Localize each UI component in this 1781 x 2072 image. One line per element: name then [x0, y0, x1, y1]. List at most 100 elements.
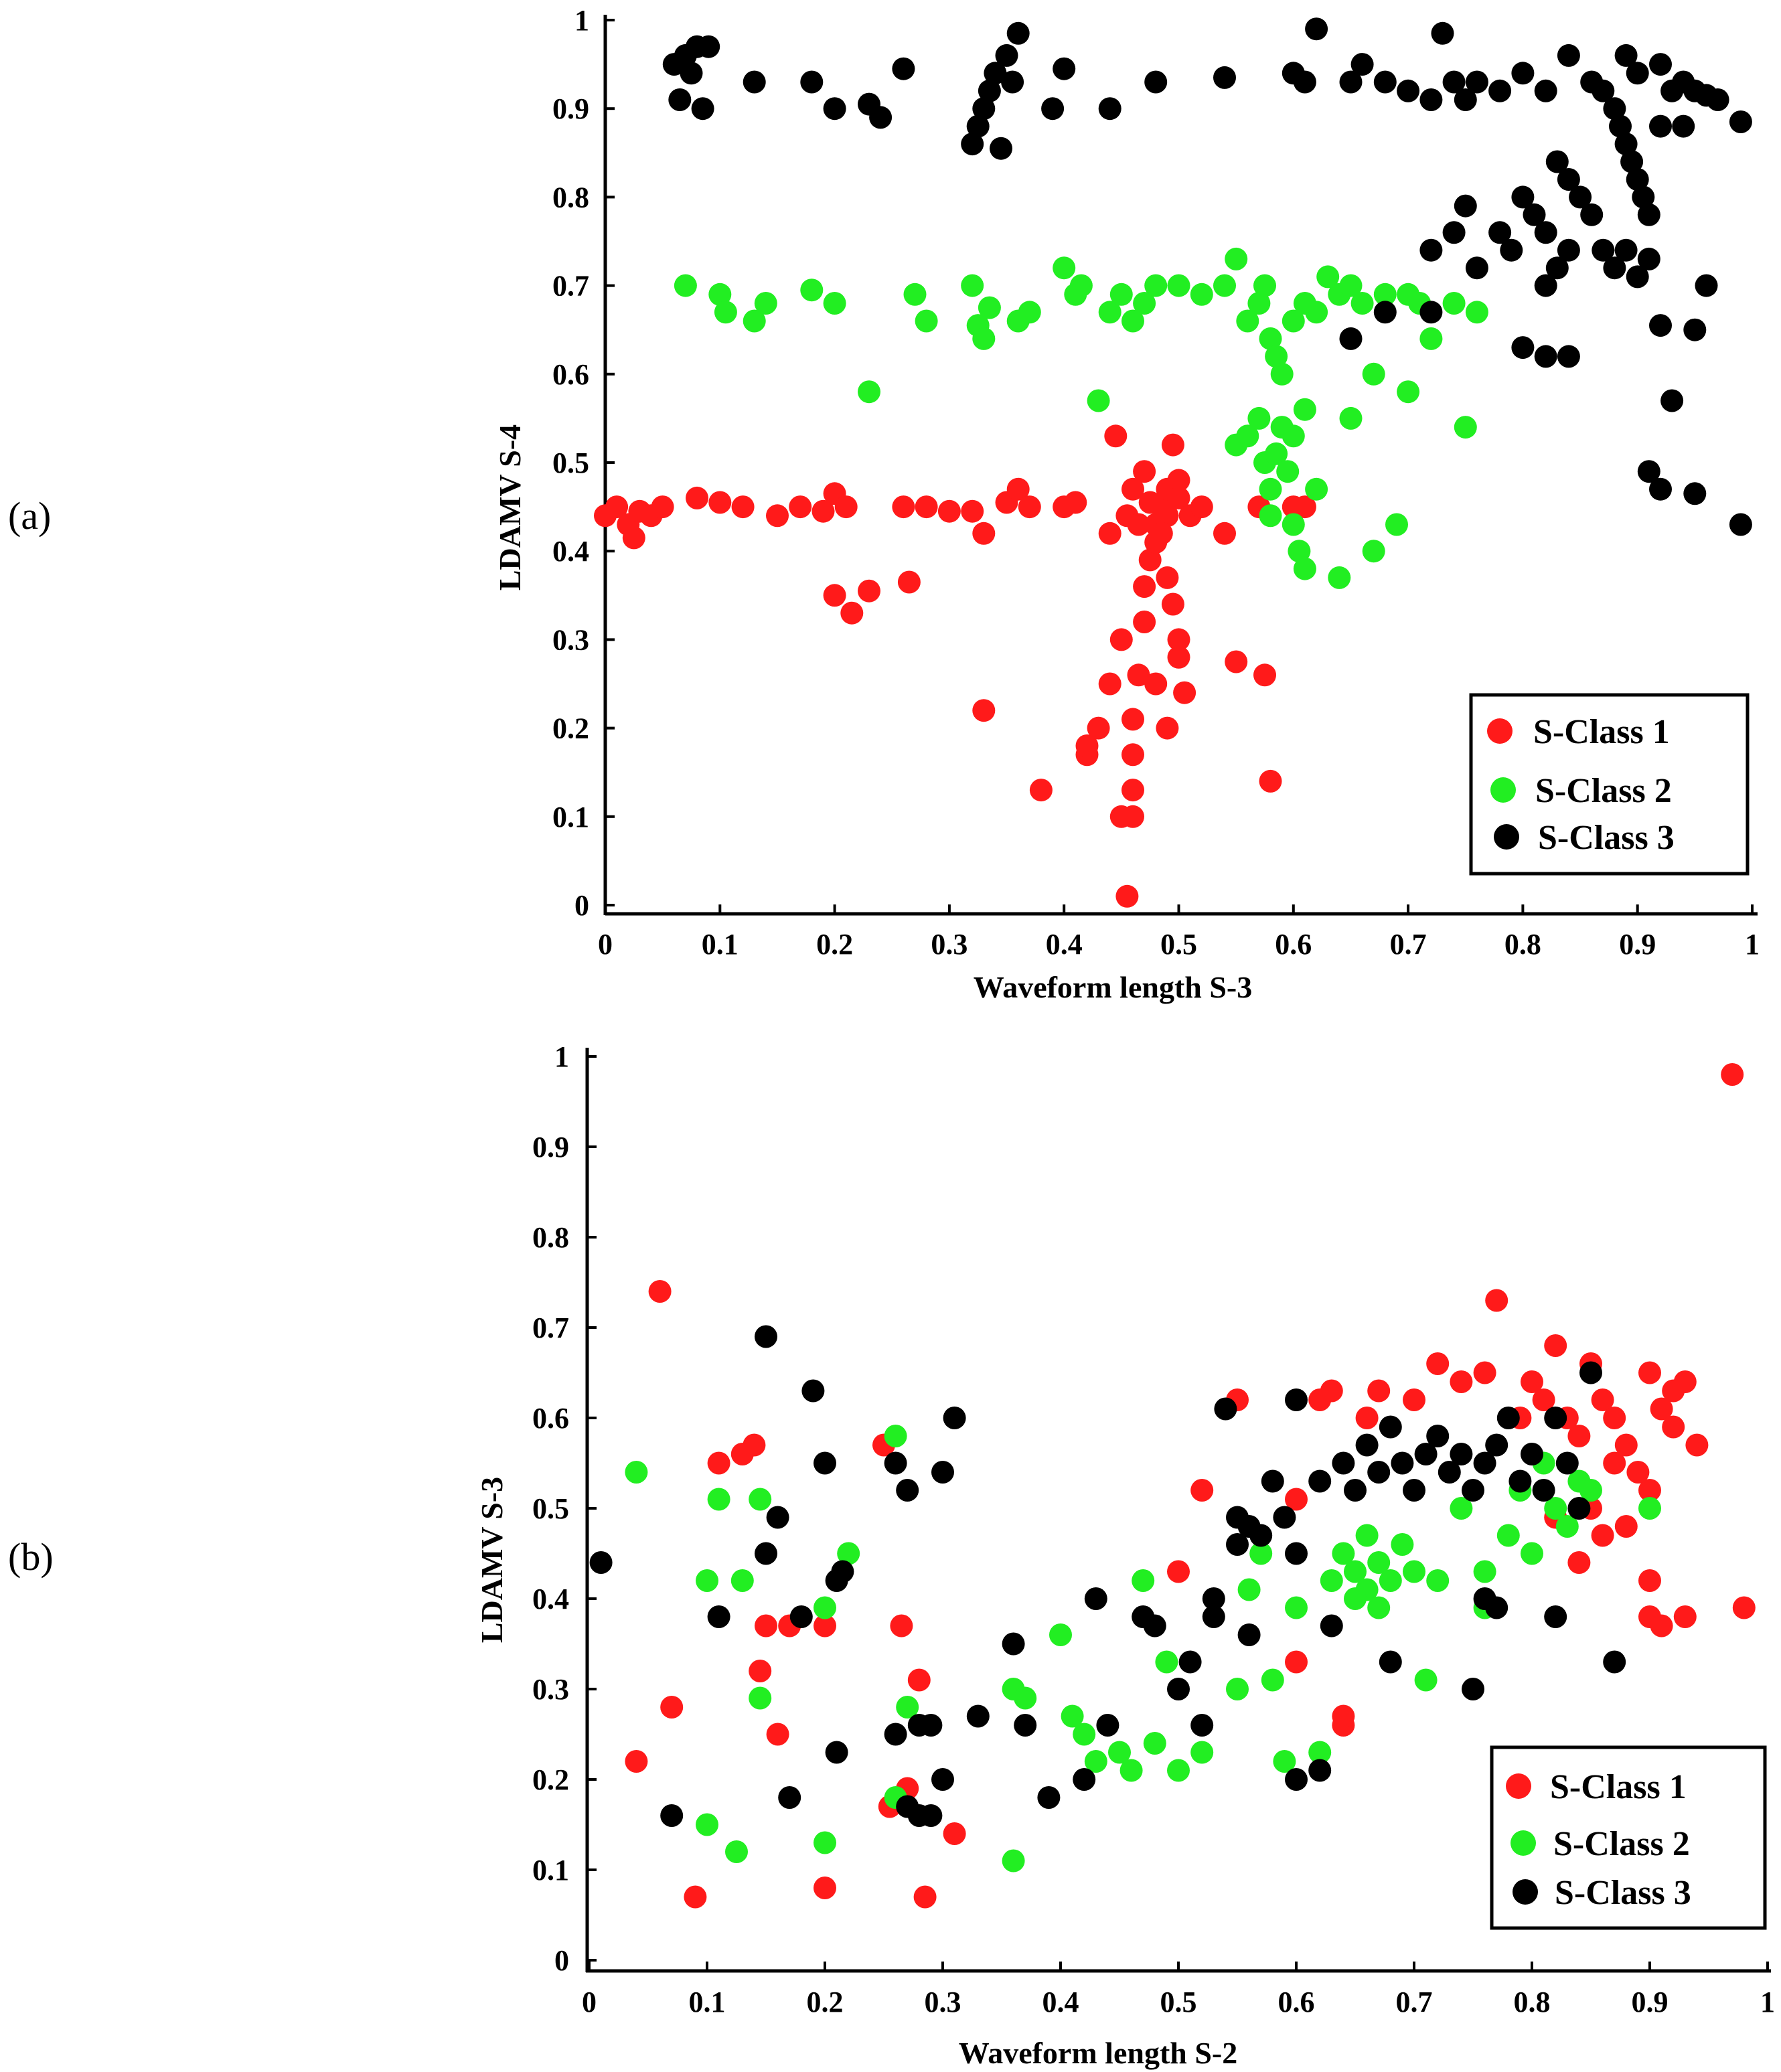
- point-class-3-b: [1414, 1443, 1438, 1465]
- point-class-1-a: [1144, 672, 1168, 696]
- point-class-3-a: [984, 62, 1007, 85]
- point-class-1-a: [915, 495, 938, 519]
- point-class-2-a: [1276, 460, 1300, 483]
- point-class-1-b: [1320, 1379, 1343, 1403]
- x-tick-label-b: 0.6: [1278, 1986, 1315, 2018]
- point-class-3-a: [1706, 88, 1729, 111]
- point-class-2-a: [858, 380, 880, 404]
- x-tick-label-a: 0.9: [1619, 928, 1656, 961]
- points-a: [594, 17, 1752, 908]
- point-class-1-a: [789, 495, 812, 519]
- point-class-2-a: [1305, 477, 1328, 501]
- point-class-3-b: [1167, 1678, 1190, 1700]
- point-class-1-a: [1138, 548, 1162, 572]
- point-class-2-a: [1259, 327, 1282, 350]
- point-class-1-b: [1403, 1388, 1425, 1411]
- point-class-3-a: [1649, 114, 1672, 138]
- point-class-1-b: [648, 1280, 672, 1303]
- point-class-2-a: [1454, 416, 1477, 439]
- point-class-1-a: [1127, 513, 1150, 536]
- point-class-2-b: [725, 1840, 748, 1863]
- y-tick-label-a: 0.1: [552, 801, 589, 833]
- point-class-3-b: [919, 1804, 943, 1827]
- point-class-2-b: [1367, 1551, 1391, 1574]
- legend-marker-class-1-b: [1506, 1773, 1531, 1799]
- point-class-3-b: [1273, 1506, 1296, 1529]
- point-class-3-a: [1465, 256, 1488, 280]
- point-class-3-b: [931, 1461, 954, 1484]
- x-tick-label-a: 0.3: [931, 928, 967, 961]
- point-class-2-a: [1288, 540, 1311, 563]
- point-class-2-a: [1282, 513, 1305, 536]
- point-class-3-b: [1544, 1605, 1567, 1628]
- point-class-3-b: [1438, 1461, 1461, 1484]
- point-class-3-b: [1214, 1397, 1237, 1421]
- point-class-2-b: [1450, 1497, 1473, 1520]
- point-class-3-a: [668, 88, 692, 111]
- point-class-1-a: [1109, 628, 1133, 651]
- legend-box-b: [1490, 1745, 1767, 1930]
- point-class-3-a: [1592, 79, 1615, 102]
- point-class-3-a: [1626, 265, 1649, 289]
- point-class-1-b: [1544, 1334, 1567, 1357]
- point-class-1-b: [749, 1660, 772, 1682]
- point-class-1-b: [1473, 1361, 1496, 1384]
- point-class-3-a: [1053, 57, 1076, 80]
- point-class-1-b: [1591, 1388, 1614, 1411]
- point-class-3-a: [1557, 238, 1580, 262]
- point-class-2-b: [1002, 1849, 1025, 1872]
- point-class-1-a: [1138, 491, 1162, 514]
- point-class-2-a: [1247, 292, 1271, 315]
- point-class-3-a: [743, 70, 766, 94]
- point-class-3-b: [1367, 1461, 1391, 1484]
- point-class-1-b: [1521, 1370, 1543, 1393]
- y-tick-label-b: 0.9: [532, 1131, 569, 1164]
- y-tick-label-a: 0.5: [552, 447, 589, 479]
- point-class-3-a: [1465, 70, 1488, 94]
- point-class-3-b: [660, 1804, 684, 1827]
- chart-panel-b: (b) 0 0.1 0.2 0.3 0.4 0.5 0.6 0.7 0.8 0.9 1 0 0.1 0.…: [8, 1040, 1775, 2070]
- point-class-3-a: [1339, 70, 1363, 94]
- point-class-2-b: [1332, 1542, 1355, 1565]
- point-class-3-b: [1285, 1768, 1308, 1791]
- point-class-3-a: [972, 97, 996, 121]
- point-class-3-a: [1006, 21, 1030, 45]
- point-class-2-a: [1442, 292, 1466, 315]
- point-class-2-b: [1273, 1750, 1296, 1773]
- point-class-3-a: [1545, 150, 1569, 173]
- point-class-2-a: [1373, 283, 1397, 306]
- point-class-2-b: [1473, 1560, 1496, 1583]
- point-class-3-b: [831, 1560, 854, 1583]
- point-class-2-a: [1270, 362, 1294, 386]
- point-class-1-a: [731, 495, 755, 519]
- point-class-2-a: [1259, 477, 1282, 501]
- point-class-2-b: [730, 1569, 754, 1592]
- point-class-2-a: [1265, 345, 1288, 368]
- point-class-3-a: [1603, 256, 1626, 280]
- point-class-2-a: [800, 278, 824, 302]
- point-class-3-b: [1379, 1650, 1402, 1674]
- point-class-1-b: [625, 1750, 648, 1773]
- point-class-2-a: [1265, 442, 1288, 465]
- point-class-1-a: [1006, 477, 1030, 501]
- point-class-3-a: [1041, 97, 1065, 121]
- point-class-1-b: [1167, 1560, 1190, 1583]
- point-class-3-b: [1285, 1542, 1308, 1565]
- point-class-3-a: [1557, 345, 1580, 368]
- point-class-2-b: [1073, 1723, 1096, 1746]
- point-class-3-a: [1511, 336, 1535, 360]
- point-class-1-b: [890, 1614, 913, 1638]
- point-class-3-a: [1614, 238, 1638, 262]
- point-class-2-b: [1579, 1479, 1602, 1502]
- point-class-3-a: [1534, 221, 1557, 244]
- point-class-1-a: [1121, 805, 1144, 828]
- point-class-3-b: [1544, 1407, 1567, 1429]
- point-class-1-a: [1127, 663, 1150, 687]
- point-class-3-b: [1521, 1443, 1543, 1465]
- point-class-3-b: [1485, 1596, 1508, 1619]
- point-class-2-a: [1339, 406, 1363, 430]
- x-tick-label-a: 0: [598, 928, 613, 961]
- point-class-2-a: [1121, 309, 1144, 333]
- point-class-2-a: [961, 274, 984, 297]
- point-class-2-a: [1362, 540, 1385, 563]
